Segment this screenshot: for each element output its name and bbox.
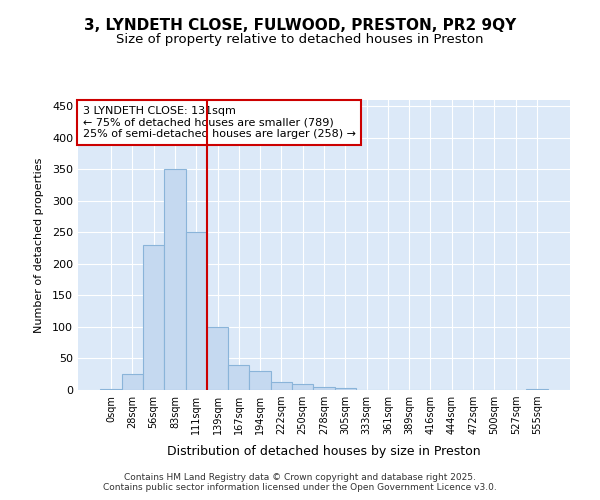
Text: Contains HM Land Registry data © Crown copyright and database right 2025.
Contai: Contains HM Land Registry data © Crown c… [103,473,497,492]
Bar [292,384,313,390]
Text: 3, LYNDETH CLOSE, FULWOOD, PRESTON, PR2 9QY: 3, LYNDETH CLOSE, FULWOOD, PRESTON, PR2 … [84,18,516,32]
Bar [228,365,250,390]
Bar [122,374,143,390]
Bar [143,245,164,390]
Bar [271,382,292,390]
Text: 3 LYNDETH CLOSE: 131sqm
← 75% of detached houses are smaller (789)
25% of semi-d: 3 LYNDETH CLOSE: 131sqm ← 75% of detache… [83,106,356,139]
X-axis label: Distribution of detached houses by size in Preston: Distribution of detached houses by size … [167,446,481,458]
Bar [207,327,228,390]
Bar [100,388,122,390]
Bar [185,232,207,390]
Bar [164,170,185,390]
Text: Size of property relative to detached houses in Preston: Size of property relative to detached ho… [116,32,484,46]
Bar [335,388,356,390]
Bar [250,371,271,390]
Y-axis label: Number of detached properties: Number of detached properties [34,158,44,332]
Bar [313,387,335,390]
